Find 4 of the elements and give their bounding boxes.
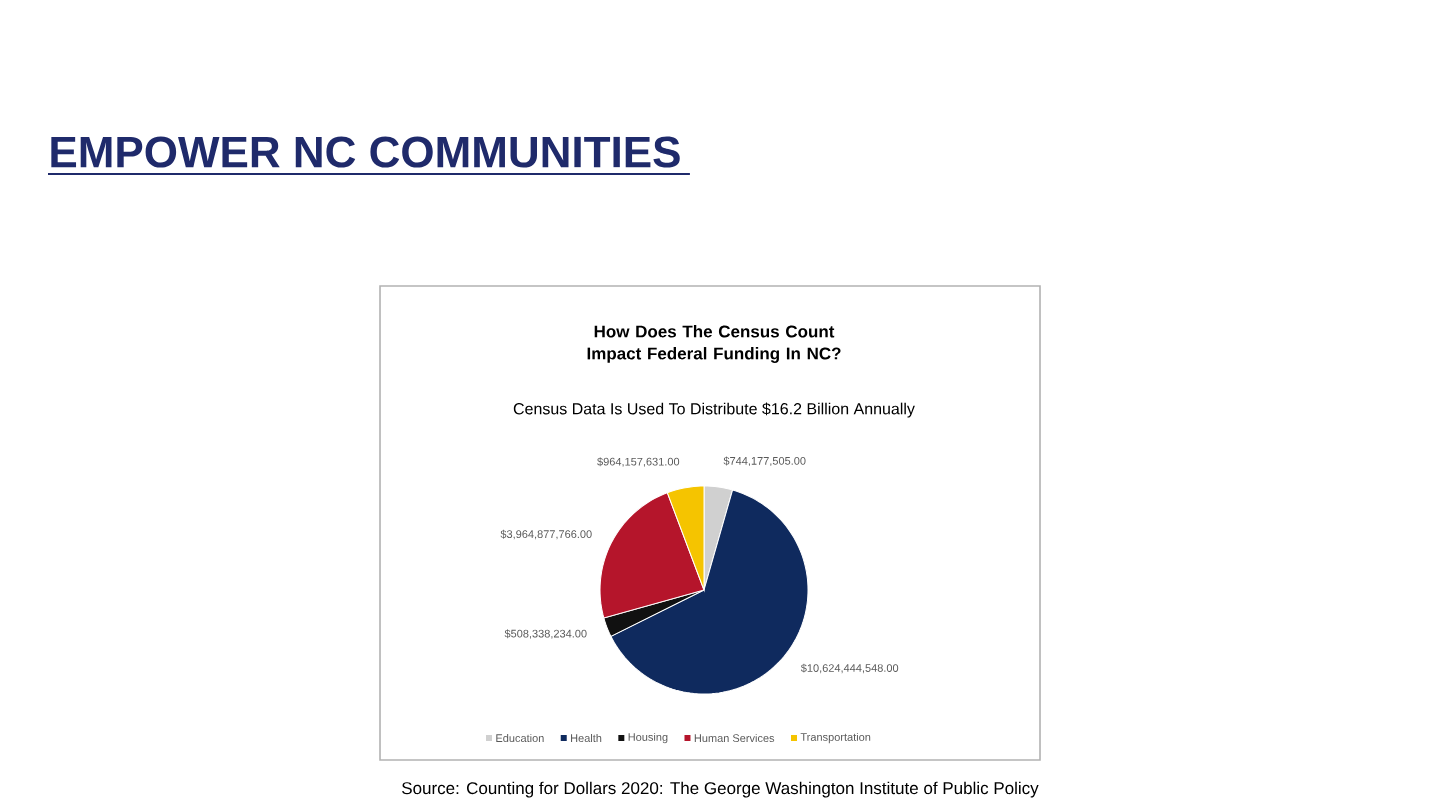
- text: EMPOWER NC COMMUNITIES: [51, 136, 680, 168]
- source-note: Source: Counting for Dollars 2020: The George Washington Institute of Public Policy: [402, 781, 1039, 798]
- chart-subtitle: Census Data Is Used To Distribute $16.2 Billion Annually: [513, 402, 915, 418]
- chart-title: How Does The Census Count Impact Federal Funding In NC?: [587, 325, 841, 363]
